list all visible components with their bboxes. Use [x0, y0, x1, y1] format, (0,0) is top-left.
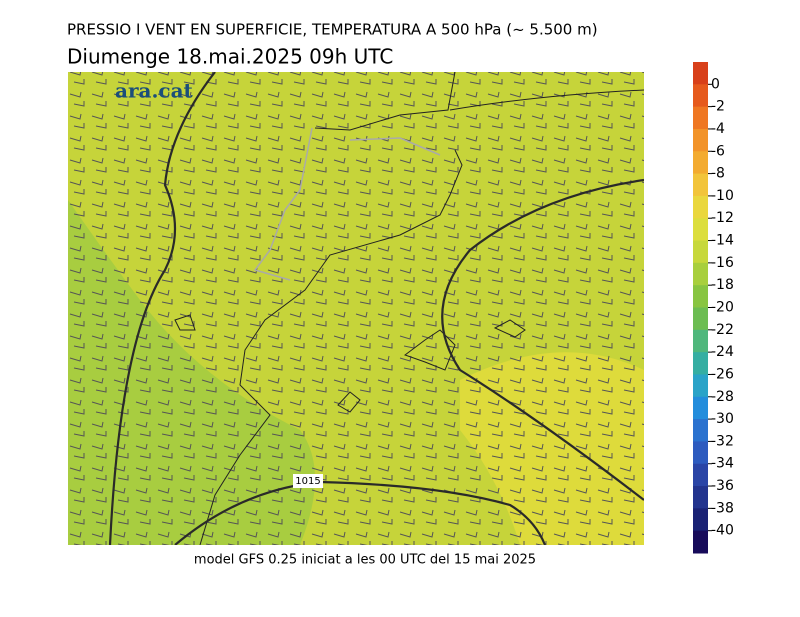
colorbar: 0 -2 -4 -6 -8 -10 -12 -14 -16 -18 -20 -22 -24 -26 -28 -… — [693, 62, 734, 554]
coastline — [199, 72, 463, 545]
colorbar-label: -6 — [711, 143, 725, 159]
colorbar-label: -24 — [711, 344, 734, 360]
colorbar-label: -32 — [711, 433, 734, 449]
colorbar-band — [693, 441, 708, 465]
isobar-label-box — [293, 474, 323, 488]
colorbar-label: -26 — [711, 366, 734, 382]
colorbar-band — [693, 151, 708, 175]
colorbar-label: -16 — [711, 255, 734, 271]
island — [174, 314, 196, 331]
island — [337, 391, 361, 413]
colorbar-label: -20 — [711, 300, 734, 316]
colorbar-label: -8 — [711, 166, 725, 182]
colorbar-label: -34 — [711, 456, 734, 472]
colorbar-label: -30 — [711, 411, 734, 427]
colorbar-band — [693, 508, 708, 532]
title: PRESSIO I VENT EN SUPERFICIE, TEMPERATUR… — [67, 21, 598, 39]
colorbar-label: -4 — [711, 121, 725, 137]
colorbar-band — [693, 329, 708, 353]
colorbar-band — [693, 396, 708, 420]
colorbar-label: -2 — [711, 99, 725, 115]
colorbar-band — [693, 285, 708, 308]
isobar — [108, 72, 216, 545]
colorbar-band — [693, 307, 708, 331]
colorbar-label: -22 — [711, 322, 734, 338]
colorbar-band — [693, 486, 708, 509]
colorbar-band — [693, 84, 708, 108]
isobar — [441, 178, 644, 501]
footer: model GFS 0.25 iniciat a les 00 UTC del … — [194, 553, 536, 568]
colorbar-band — [693, 262, 708, 286]
colorbar-band — [693, 352, 708, 375]
map: ara.cat 1015 — [68, 72, 644, 545]
border — [349, 137, 441, 156]
colorbar-label: -18 — [711, 277, 734, 293]
colorbar-label: -14 — [711, 233, 734, 249]
colorbar-band — [693, 530, 708, 554]
wind-barbs — [68, 72, 644, 545]
colorbar-label: -38 — [711, 500, 734, 516]
colorbar-band — [693, 62, 708, 85]
colorbar-label: -40 — [711, 523, 734, 539]
colorbar-band — [693, 218, 708, 242]
colorbar-band — [693, 128, 708, 152]
colorbar-band — [693, 419, 708, 442]
border — [253, 127, 313, 281]
colorbar-band — [693, 374, 708, 398]
colorbar-band — [693, 173, 708, 197]
island — [493, 319, 526, 338]
island — [403, 329, 456, 371]
colorbar-band — [693, 106, 708, 130]
colorbar-label: 0 — [711, 76, 720, 92]
colorbar-label: -36 — [711, 478, 734, 494]
isobar-label: 1015 — [295, 476, 320, 487]
colorbar-label: -10 — [711, 188, 734, 204]
colorbar-label: -28 — [711, 389, 734, 405]
colorbar-band — [693, 463, 708, 487]
coastline — [449, 89, 644, 111]
colorbar-band — [693, 195, 708, 219]
subtitle: Diumenge 18.mai.2025 09h UTC — [67, 45, 393, 69]
colorbar-label: -12 — [711, 210, 734, 226]
colorbar-band — [693, 240, 708, 264]
logo: ara.cat — [115, 79, 194, 103]
isobar — [174, 480, 547, 545]
